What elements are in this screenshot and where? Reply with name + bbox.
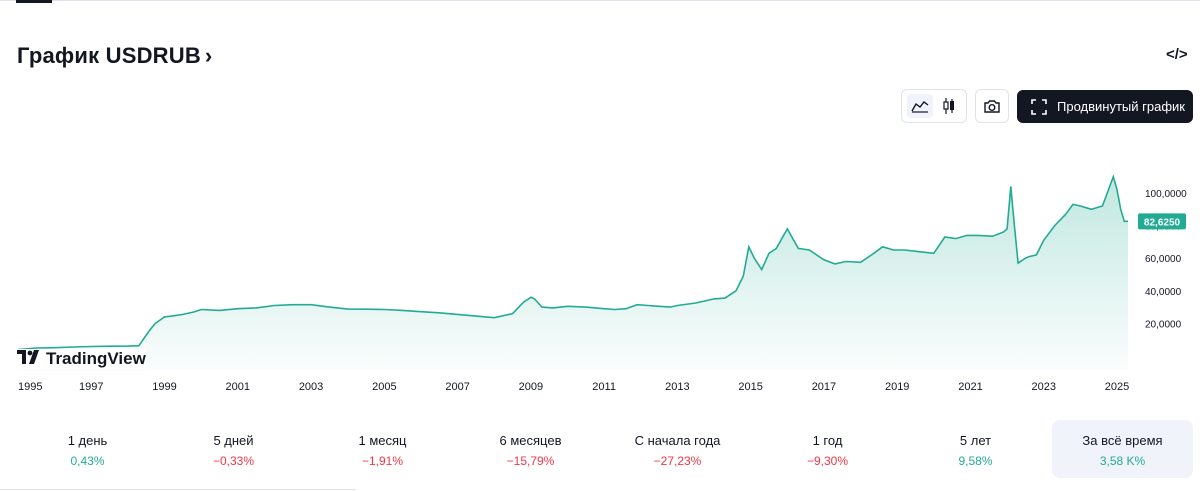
x-tick-label: 2001 [226, 381, 250, 393]
bottom-divider [0, 489, 356, 490]
x-tick-label: 1997 [79, 381, 103, 393]
plot-area [17, 174, 1128, 370]
x-tick-label: 2003 [299, 381, 323, 393]
y-tick-label: 100,0000 [1145, 189, 1187, 200]
x-tick-label: 2019 [885, 381, 909, 393]
line-chart-button[interactable] [907, 94, 933, 118]
tradingview-wordmark: TradingView [46, 349, 146, 368]
performance-period[interactable]: 1 день 0,43% [17, 420, 158, 478]
performance-period-label: 5 лет [959, 433, 992, 448]
price-chart[interactable]: 1995 1997 1999 2001 2003 2005 2007 2009 2011 2013… [0, 130, 1200, 400]
x-tick-label: 2017 [812, 381, 836, 393]
performance-period[interactable]: 5 дней −0,33% [163, 420, 304, 478]
chart-type-switcher [901, 89, 967, 123]
performance-period[interactable]: 1 месяц −1,91% [312, 420, 453, 478]
candlestick-icon [943, 98, 954, 114]
performance-period[interactable]: 5 лет 9,58% [905, 420, 1046, 478]
page-title[interactable]: График USDRUB › [17, 43, 212, 69]
x-tick-label: 2005 [372, 381, 396, 393]
camera-icon [984, 99, 1000, 113]
last-price-label: 82,6250 [1144, 217, 1181, 228]
x-tick-label: 2023 [1032, 381, 1056, 393]
embed-code-icon[interactable]: </> [1166, 46, 1188, 63]
x-tick-label: 2009 [519, 381, 543, 393]
last-price-badge: 82,6250 [1138, 213, 1186, 230]
price-area-fill [18, 176, 1128, 370]
price-line [17, 174, 1128, 351]
performance-period[interactable]: 1 год −9,30% [757, 420, 898, 478]
screenshot-button[interactable] [975, 89, 1009, 123]
x-tick-label: 2021 [958, 381, 982, 393]
performance-period-value: −0,33% [212, 454, 255, 468]
tradingview-logo: TradingView [17, 349, 146, 369]
performance-period-value: 0,43% [70, 454, 105, 468]
x-tick-label: 1995 [18, 381, 42, 393]
advanced-chart-label[interactable]: Продвинутый график [1057, 99, 1185, 114]
last-price-badge-bg [1138, 213, 1186, 230]
x-tick-label: 2015 [738, 381, 762, 393]
x-tick-label: 1999 [152, 381, 176, 393]
x-tick-label: 2007 [445, 381, 469, 393]
page-title-text[interactable]: График USDRUB [17, 43, 201, 68]
performance-period-label: 1 месяц [358, 433, 407, 448]
tradingview-mark-icon [17, 349, 41, 369]
performance-period-value: 3,58 K% [1099, 454, 1146, 468]
x-axis: 1995 1997 1999 2001 2003 2005 2007 2009 2011 2013… [18, 381, 1129, 393]
fullscreen-icon [1031, 98, 1047, 115]
performance-period[interactable]: За всё время 3,58 K% [1052, 420, 1193, 478]
performance-period-value: −1,91% [361, 454, 404, 468]
performance-period[interactable]: 6 месяцев −15,79% [460, 420, 601, 478]
performance-period-value: −9,30% [806, 454, 849, 468]
active-tab-indicator [16, 0, 52, 3]
y-tick-label: 40,0000 [1145, 287, 1182, 298]
performance-period-value: −15,79% [506, 454, 555, 468]
performance-period-label: С начала года [634, 433, 721, 448]
x-tick-label: 2011 [592, 381, 616, 393]
performance-period-label: За всё время [1082, 433, 1163, 448]
performance-period-label: 6 месяцев [499, 433, 562, 448]
top-divider [0, 0, 1200, 1]
y-tick-label: 60,0000 [1145, 254, 1182, 265]
x-tick-label: 2025 [1105, 381, 1129, 393]
performance-period[interactable]: С начала года −27,23% [607, 420, 748, 478]
x-tick-label: 2013 [665, 381, 689, 393]
y-tick-label: 20,0000 [1145, 319, 1182, 330]
performance-period-value: 9,58% [958, 454, 993, 468]
performance-period-label: 1 день [67, 433, 108, 448]
performance-period-label: 5 дней [213, 433, 254, 448]
chevron-right-icon[interactable]: › [204, 43, 213, 68]
advanced-chart-button[interactable]: Продвинутый график [1017, 90, 1193, 123]
line-chart-icon [911, 101, 929, 113]
candlestick-button[interactable] [936, 94, 962, 118]
performance-period-value: −27,23% [653, 454, 702, 468]
performance-period-label: 1 год [812, 433, 843, 448]
